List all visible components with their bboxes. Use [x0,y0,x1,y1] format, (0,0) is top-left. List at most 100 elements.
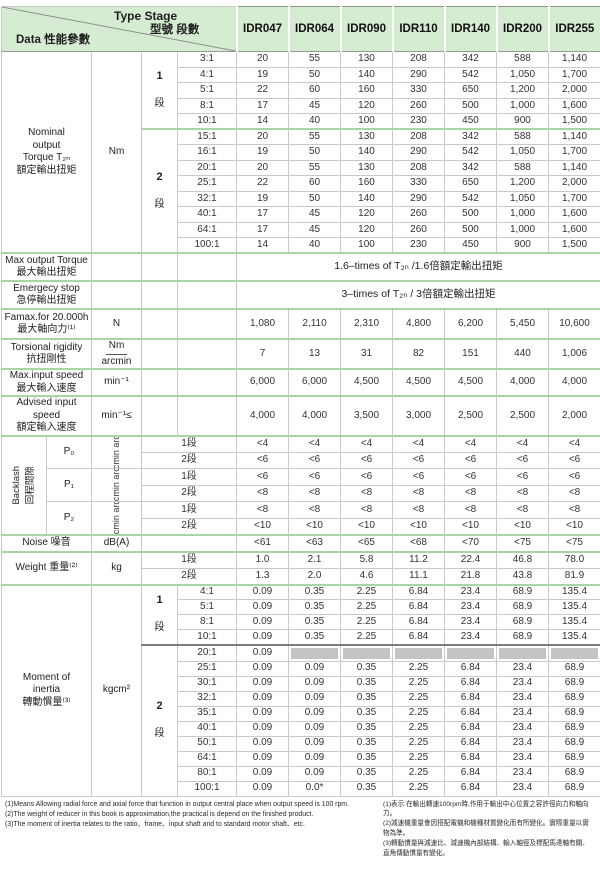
footnote-en-2: (2)The weight of reducer in this book is… [5,810,314,818]
value-cell: 6.84 [444,780,498,797]
table-row: 40:1 0.09 0.09 0.35 2.25 6.84 23.4 68.9 [2,720,600,737]
value-cell: <10 [288,517,342,535]
ratio-cell: 64:1 [176,750,238,767]
value-cell: <8 [340,501,394,519]
value-cell: 2,500 [444,395,498,436]
value-cell: 230 [392,113,446,130]
value-cell: 68.9 [548,735,600,752]
value-cell: 0.35 [288,629,342,645]
value-cell: 19 [236,144,290,161]
unit-cell: arcmin arcmin [91,501,142,535]
value-cell: 2.25 [392,705,446,722]
spanning-value-cell: 3–times of T₂ₙ / 3倍額定輸出扭矩 [236,280,600,310]
ratio-cell: 100:1 [176,780,238,797]
backlash-grade-cell: P₂ [46,501,92,535]
ratio-cell: 10:1 [176,629,238,645]
value-cell: 1,140 [548,51,600,68]
value-cell: <8 [444,501,498,519]
ratio-cell: 30:1 [176,675,238,692]
value-cell: 19 [236,190,290,207]
value-cell: <6 [548,468,600,486]
value-cell: 5,450 [496,308,550,340]
footnotes-english: (1)Means Allowing radial force and axial… [5,800,377,859]
value-cell: <8 [392,501,446,519]
value-cell: 650 [444,175,498,192]
value-cell: <4 [288,434,342,453]
value-cell: 900 [496,113,550,130]
unit-cell: arcmin arcmin [91,468,142,502]
value-cell: 23.4 [496,735,550,752]
ratio-cell: 40:1 [176,720,238,737]
value-cell: 23.4 [444,629,498,645]
value-cell: 68.9 [496,629,550,645]
row-label-max-input-speed: Max.input speed 最大輸入速度 [1,368,92,397]
stage-cell: 1段 [140,550,238,569]
value-cell: 208 [392,51,446,68]
value-cell: 0.35 [288,599,342,615]
value-cell: 1,700 [548,144,600,161]
value-cell: 1,500 [548,237,600,254]
value-cell: 6,000 [236,368,290,397]
value-cell: 0.09 [236,643,290,662]
value-cell: 2.25 [340,599,394,615]
stage-cell: 1段 [140,468,238,486]
value-cell: 160 [340,175,394,192]
value-cell: 0.09 [288,690,342,707]
value-cell: 5.8 [340,550,394,569]
value-cell: 10,600 [548,308,600,340]
value-cell: <8 [288,484,342,502]
table-row: 100:1 0.09 0.0* 0.35 2.25 6.84 23.4 68.9 [2,780,600,797]
value-cell: 542 [444,66,498,83]
model-column-header: IDR047 [235,6,290,52]
value-cell: 21.8 [444,567,498,585]
ratio-cell: 20:1 [176,643,238,662]
value-cell: 2,000 [548,175,600,192]
value-cell: <4 [392,434,446,453]
value-cell: 140 [340,190,394,207]
value-cell: 13 [288,338,342,370]
unit-cell: arcmin arcmin [91,434,142,469]
value-cell: 0.09 [288,675,342,692]
value-cell: 78.0 [548,550,600,569]
value-cell: 2.25 [392,660,446,677]
table-row: 8:1 0.09 0.35 2.25 6.84 23.4 68.9 135.4 [2,614,600,630]
ratio-cell: 80:1 [176,765,238,782]
value-cell: 2.1 [288,550,342,569]
value-cell: 290 [392,190,446,207]
backlash-grade-cell: P₀ [46,434,92,469]
value-cell: 0.35 [340,660,394,677]
not-available-cell [340,643,394,662]
ratio-cell: 3:1 [176,51,238,68]
value-cell: 151 [444,338,498,370]
value-cell: <10 [340,517,394,535]
value-cell: <4 [444,434,498,453]
row-label-torsional-rigidity: Torsional rigidity 抗扭剛性 [1,338,92,370]
value-cell: 23.4 [496,750,550,767]
value-cell: 1,600 [548,97,600,114]
value-cell: <8 [288,501,342,519]
unit-cell: dB(A) [91,533,142,552]
footnote-cn-2: (2)減速機重量會因搭配電機和機種材質變化而有所變化。實際重量以實物為準。 [383,820,589,838]
ratio-cell: 5:1 [176,82,238,99]
value-cell: 17 [236,221,290,238]
ratio-cell [176,308,238,340]
value-cell: 130 [340,51,394,68]
table-row: 2 段 20:1 0.09 [2,643,600,797]
diagonal-line [2,7,236,51]
value-cell: 23.4 [496,720,550,737]
value-cell: 60 [288,82,342,99]
ratio-cell: 10:1 [176,113,238,130]
ratio-cell: 8:1 [176,614,238,630]
table-row: 20:1 20 55 130 208 342 588 1,140 [2,159,600,176]
row-label-nominal-torque: Nominal output Torque T₂ₙ 額定輸出扭矩 [1,51,92,254]
not-available-cell [288,643,342,662]
value-cell: 40 [288,113,342,130]
diagonal-corner-cell: Type Stage 型號 段數 Data 性能參數 [0,6,238,52]
value-cell: 2.0 [288,567,342,585]
value-cell: 22.4 [444,550,498,569]
value-cell: 588 [496,128,550,145]
value-cell: 68.9 [548,675,600,692]
value-cell: 542 [444,190,498,207]
value-cell: 1,080 [236,308,290,340]
footnote-en-1: (1)Means Allowing radial force and axial… [5,800,349,808]
